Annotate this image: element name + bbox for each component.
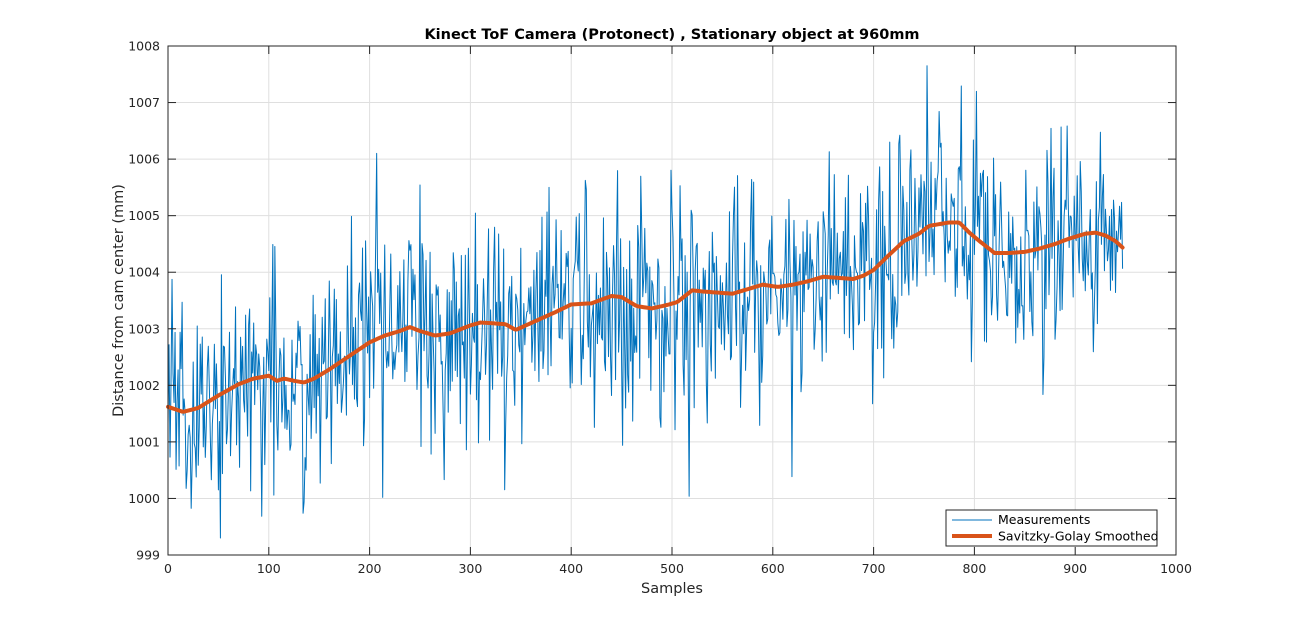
axes-ticks: 0 100 200 300 400 500 600 700 800 900 1000 999 1000 1… (128, 39, 1192, 577)
x-tick-label: 300 (458, 561, 482, 576)
y-tick-label: 1007 (128, 95, 160, 110)
y-tick-label: 1001 (128, 434, 160, 449)
legend-label-measurements: Measurements (998, 512, 1090, 527)
x-tick-label: 400 (559, 561, 583, 576)
y-tick-label: 1008 (128, 39, 160, 54)
y-tick-label: 1005 (128, 208, 160, 223)
x-axis-label: Samples (641, 581, 703, 597)
x-tick-label: 800 (962, 561, 986, 576)
legend: Measurements Savitzky-Golay Smoothed (945, 509, 1159, 547)
series-line-smoothed (166, 220, 1125, 414)
x-tick-label: 600 (761, 561, 785, 576)
y-tick-label: 1000 (128, 491, 160, 506)
x-tick-label: 0 (164, 561, 172, 576)
x-tick-label: 500 (660, 561, 684, 576)
series-line-measurements (167, 65, 1124, 539)
legend-box (945, 509, 1158, 547)
y-tick-label: 1004 (128, 265, 160, 280)
legend-label-smoothed: Savitzky-Golay Smoothed (998, 529, 1159, 544)
y-tick-label: 1002 (128, 378, 160, 393)
chart-title: Kinect ToF Camera (Protonect) , Stationa… (424, 27, 919, 43)
x-tick-label: 100 (257, 561, 281, 576)
data-area (166, 65, 1125, 539)
x-tick-label: 200 (358, 561, 382, 576)
y-tick-label: 999 (136, 548, 160, 563)
y-tick-label: 1003 (128, 321, 160, 336)
x-tick-label: 700 (862, 561, 886, 576)
x-tick-label: 1000 (1160, 561, 1192, 576)
y-axis-label: Distance from cam center (mm) (111, 184, 127, 417)
y-tick-label: 1006 (128, 152, 160, 167)
x-tick-label: 900 (1063, 561, 1087, 576)
